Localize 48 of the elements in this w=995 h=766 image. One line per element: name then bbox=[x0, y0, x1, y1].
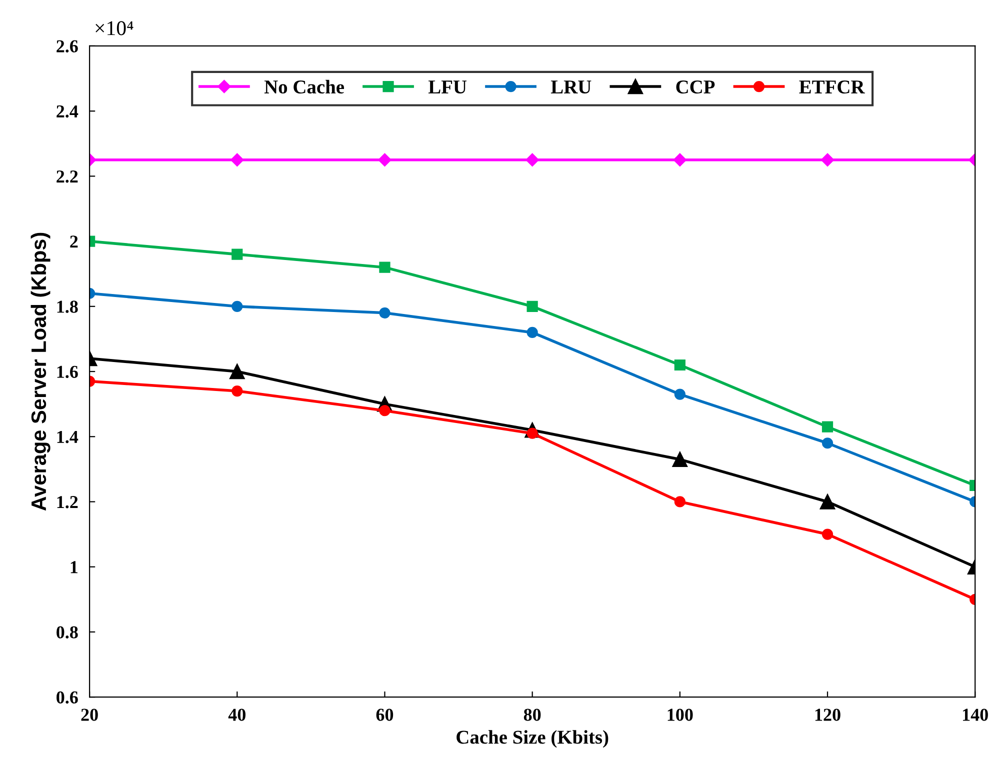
point bbox=[230, 153, 244, 166]
point bbox=[820, 153, 834, 166]
point bbox=[674, 388, 686, 400]
point bbox=[230, 364, 245, 380]
point bbox=[379, 405, 390, 416]
y-tick-label: 2 bbox=[70, 236, 78, 248]
y-tick-label: 0.8 bbox=[56, 626, 78, 638]
point bbox=[673, 153, 687, 166]
point bbox=[526, 153, 539, 166]
y-tick-label: 1.6 bbox=[57, 366, 78, 378]
point bbox=[232, 385, 243, 397]
y-tick-label: 1.8 bbox=[57, 300, 78, 313]
point bbox=[378, 153, 392, 166]
point bbox=[820, 494, 836, 510]
point bbox=[379, 262, 390, 273]
x-tick-label: 120 bbox=[815, 708, 840, 721]
point bbox=[822, 421, 834, 432]
legend-label: ETFCR bbox=[799, 80, 865, 94]
point bbox=[232, 248, 243, 260]
y-tick-label: 2.2 bbox=[56, 170, 78, 183]
y-tick-label: 2.4 bbox=[56, 105, 78, 118]
legend-label: No Cache bbox=[264, 80, 344, 94]
x-tick-label: 100 bbox=[668, 708, 693, 721]
point bbox=[674, 496, 686, 508]
x-axis-title: Cache Size (Kbits) bbox=[456, 730, 608, 748]
point bbox=[822, 438, 834, 449]
legend-label: LFU bbox=[428, 80, 467, 94]
x-tick-label: 60 bbox=[376, 708, 394, 721]
x-tick-label: 20 bbox=[81, 708, 98, 721]
y-tick-label: 1.2 bbox=[57, 496, 78, 508]
y-tick-label: 0.6 bbox=[56, 691, 78, 704]
x-tick-label: 140 bbox=[963, 708, 988, 721]
y-axis-title: Average Server Load (Kbps) bbox=[30, 232, 50, 511]
point bbox=[674, 359, 686, 371]
y-tick-label: 1.4 bbox=[57, 430, 78, 444]
y-tick-label: 2.6 bbox=[56, 40, 78, 52]
text: ×10⁴ bbox=[96, 21, 134, 36]
point bbox=[672, 452, 688, 468]
point bbox=[526, 326, 538, 338]
legend-label: LRU bbox=[550, 80, 592, 94]
point bbox=[822, 528, 834, 540]
y-tick-label: 1 bbox=[70, 561, 78, 574]
point bbox=[526, 300, 538, 312]
x-tick-label: 40 bbox=[228, 708, 246, 721]
point bbox=[379, 307, 390, 318]
x-tick-label: 80 bbox=[524, 708, 541, 721]
point bbox=[232, 300, 243, 312]
legend-label: CCP bbox=[676, 80, 715, 94]
